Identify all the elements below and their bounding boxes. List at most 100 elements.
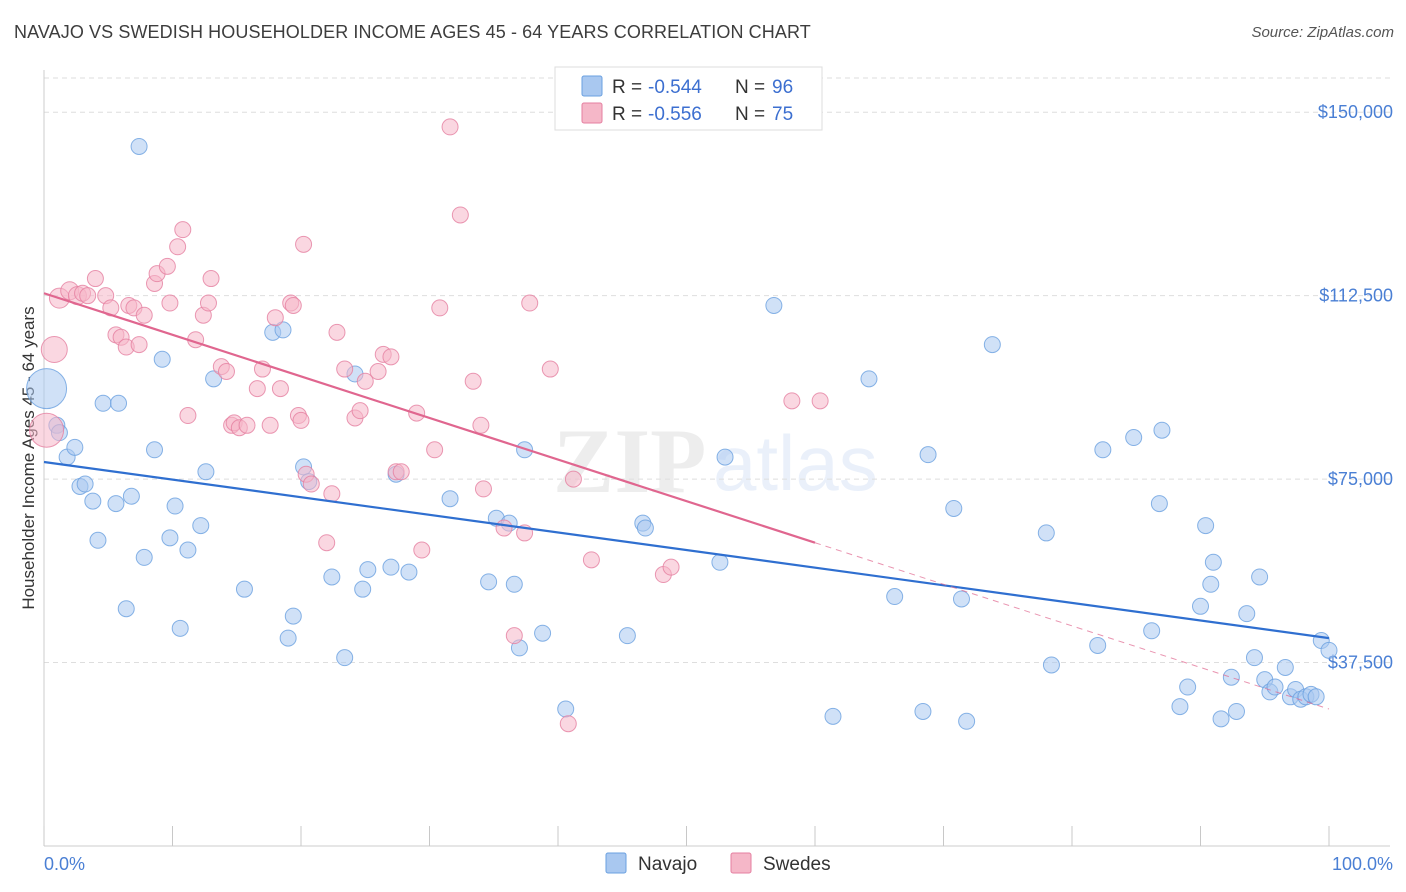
y-tick-label: $150,000 xyxy=(1318,102,1393,122)
point-swedes xyxy=(451,206,469,224)
point-navajo xyxy=(171,619,189,637)
point-navajo xyxy=(153,350,171,368)
point-navajo xyxy=(205,370,223,388)
y-tick-labels: $37,500 $75,000 $112,500 $150,000 xyxy=(1318,102,1393,672)
point-swedes xyxy=(441,118,459,136)
trend-extension-swedes xyxy=(814,542,1330,710)
point-navajo xyxy=(1143,622,1161,640)
point-swedes xyxy=(174,221,192,239)
point-swedes xyxy=(40,335,68,363)
point-navajo xyxy=(107,495,125,513)
point-swedes xyxy=(495,519,513,537)
point-swedes xyxy=(323,485,341,503)
point-swedes xyxy=(521,294,539,312)
point-navajo xyxy=(711,553,729,571)
point-swedes xyxy=(564,470,582,488)
point-swedes xyxy=(169,238,187,256)
point-swedes xyxy=(161,294,179,312)
point-swedes xyxy=(328,323,346,341)
point-navajo xyxy=(952,590,970,608)
bottom-legend-swatch-swedes xyxy=(730,852,752,874)
trend-line-navajo xyxy=(43,460,1330,640)
point-swedes xyxy=(217,363,235,381)
bottom-legend-label-navajo: Navajo xyxy=(638,854,697,875)
point-navajo xyxy=(117,600,135,618)
point-swedes xyxy=(392,463,410,481)
chart-title: NAVAJO VS SWEDISH HOUSEHOLDER INCOME AGE… xyxy=(14,22,811,42)
point-navajo xyxy=(1245,649,1263,667)
point-navajo xyxy=(166,497,184,515)
point-navajo xyxy=(135,548,153,566)
point-navajo xyxy=(122,487,140,505)
watermark-zip: ZIP xyxy=(553,410,706,512)
point-navajo xyxy=(1251,568,1269,586)
point-swedes xyxy=(248,380,266,398)
point-swedes xyxy=(382,348,400,366)
point-navajo xyxy=(94,394,112,412)
point-navajo xyxy=(1238,605,1256,623)
legend-n-value-navajo: 96 xyxy=(772,77,793,98)
watermark-atlas: atlas xyxy=(713,419,878,507)
axes xyxy=(43,70,1390,847)
point-swedes xyxy=(559,715,577,733)
point-navajo xyxy=(441,490,459,508)
point-navajo xyxy=(284,607,302,625)
legend: R = -0.544 N = 96 R = -0.556 N = 75 xyxy=(554,66,823,131)
point-navajo xyxy=(1153,421,1171,439)
point-navajo xyxy=(336,649,354,667)
point-swedes xyxy=(29,412,65,448)
point-navajo xyxy=(1204,553,1222,571)
point-navajo xyxy=(26,368,68,410)
point-navajo xyxy=(1089,636,1107,654)
point-navajo xyxy=(1179,678,1197,696)
legend-r-value-swedes: -0.556 xyxy=(648,104,702,125)
grid xyxy=(44,77,1392,664)
point-swedes xyxy=(474,480,492,498)
point-navajo xyxy=(382,558,400,576)
point-swedes xyxy=(284,296,302,314)
point-navajo xyxy=(359,561,377,579)
watermark: ZIP atlas xyxy=(553,410,878,512)
bottom-legend-swatch-navajo xyxy=(605,852,627,874)
point-navajo xyxy=(983,336,1001,354)
bottom-legend: Navajo Swedes xyxy=(605,852,831,875)
point-swedes xyxy=(318,534,336,552)
point-swedes xyxy=(292,411,310,429)
legend-r-value-navajo: -0.544 xyxy=(648,77,702,98)
bottom-legend-label-swedes: Swedes xyxy=(763,854,831,875)
point-navajo xyxy=(400,563,418,581)
point-navajo xyxy=(274,321,292,339)
point-swedes xyxy=(431,299,449,317)
point-swedes xyxy=(158,257,176,275)
point-navajo xyxy=(958,712,976,730)
point-navajo xyxy=(886,588,904,606)
point-navajo xyxy=(557,700,575,718)
point-navajo xyxy=(1042,656,1060,674)
point-swedes xyxy=(238,416,256,434)
legend-n-value-swedes: 75 xyxy=(772,104,793,125)
data-points xyxy=(26,118,1338,733)
point-navajo xyxy=(618,627,636,645)
point-navajo xyxy=(765,296,783,314)
trend-line-swedes xyxy=(43,292,816,544)
point-navajo xyxy=(66,438,84,456)
x-tick-labels: 0.0% 100.0% xyxy=(44,854,1393,874)
point-navajo xyxy=(919,446,937,464)
point-navajo xyxy=(1094,441,1112,459)
point-swedes xyxy=(266,309,284,327)
point-navajo xyxy=(1197,517,1215,535)
point-navajo xyxy=(1266,678,1284,696)
point-navajo xyxy=(279,629,297,647)
legend-r-label-swedes: R = xyxy=(612,104,642,125)
point-swedes xyxy=(811,392,829,410)
legend-n-label-navajo: N = xyxy=(735,77,765,98)
legend-swatch-navajo xyxy=(581,75,603,97)
legend-swatch-swedes xyxy=(581,102,603,124)
point-navajo xyxy=(860,370,878,388)
point-swedes xyxy=(135,306,153,324)
chart-source: Source: ZipAtlas.com xyxy=(1251,24,1394,41)
point-swedes xyxy=(582,551,600,569)
point-navajo xyxy=(480,573,498,591)
point-navajo xyxy=(179,541,197,559)
